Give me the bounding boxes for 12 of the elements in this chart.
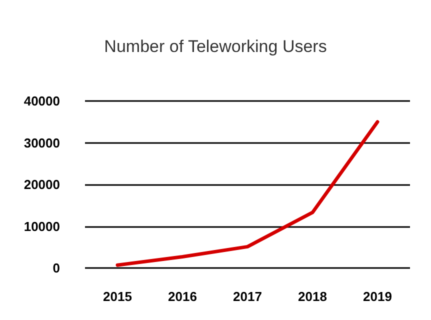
x-tick-label: 2019 [363,289,392,304]
x-tick-label: 2016 [168,289,197,304]
chart-title: Number of Teleworking Users [104,37,327,56]
y-tick-label: 0 [52,260,60,276]
x-tick-label: 2015 [103,289,132,304]
x-tick-label: 2017 [233,289,262,304]
y-tick-label: 30000 [24,135,60,150]
y-tick-label: 10000 [24,218,60,234]
line-series [116,120,380,267]
x-tick-label: 2018 [298,289,327,304]
y-tick-label: 40000 [24,94,60,108]
y-tick-label: 20000 [24,177,60,192]
